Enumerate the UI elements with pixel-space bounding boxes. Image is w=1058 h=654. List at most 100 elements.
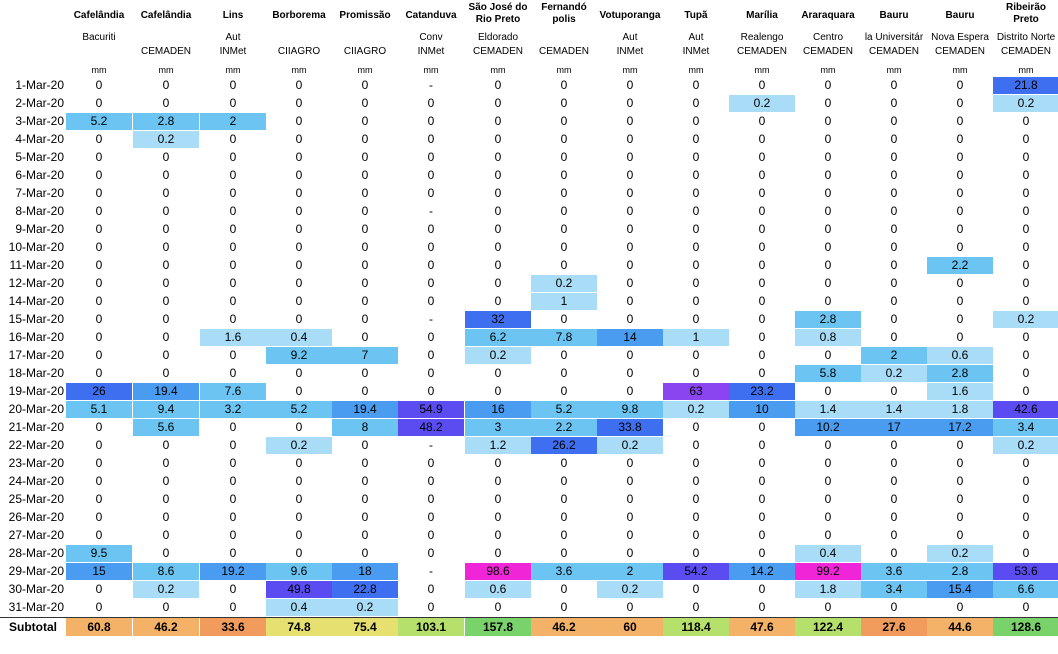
rainfall-cell: 0 — [162, 150, 170, 164]
table-row: 9-Mar-20 0 0 0 0 0 0 0 0 0 0 0 0 0 0 0 — [0, 221, 1058, 239]
rainfall-cell: 9.8 — [597, 401, 663, 418]
rainfall-cell: 0.2 — [597, 437, 663, 454]
rainfall-cell: 0 — [229, 528, 237, 542]
rainfall-cell: 0 — [1022, 204, 1030, 218]
rainfall-cell: 33.8 — [597, 419, 663, 436]
rainfall-cell: 0 — [956, 438, 964, 452]
column-unit-label: mm — [291, 65, 307, 75]
rainfall-cell: 10 — [729, 401, 795, 418]
rainfall-cell: 8.6 — [133, 563, 199, 580]
rainfall-cell: 0 — [229, 348, 237, 362]
column-station-name: Votuporanga — [599, 10, 661, 21]
table-row: 1-Mar-20 0 0 0 0 0 - 0 0 0 0 0 0 0 0 21.8 — [0, 77, 1058, 95]
rainfall-cell: 0 — [95, 492, 103, 506]
column-sub-label: Aut — [688, 32, 704, 43]
column-source-label: CEMADEN — [538, 46, 589, 57]
rainfall-cell: 0 — [295, 276, 303, 290]
column-station-name: Araraquara — [801, 10, 855, 21]
column-unit-label: mm — [1018, 65, 1034, 75]
rainfall-cell: 0 — [494, 168, 502, 182]
column-station-name: Borborema — [272, 10, 326, 21]
rainfall-cell: 9.4 — [133, 401, 199, 418]
rainfall-cell: 0 — [626, 150, 634, 164]
rainfall-cell: 0 — [95, 96, 103, 110]
rainfall-cell: 0 — [824, 456, 832, 470]
rainfall-cell: 0 — [427, 348, 435, 362]
column-sub-label: Distrito Norte — [996, 32, 1056, 43]
rainfall-cell: 0 — [427, 186, 435, 200]
rainfall-cell: 0 — [229, 240, 237, 254]
date-cell: 3-Mar-20 — [15, 114, 64, 128]
rainfall-cell: 0 — [229, 438, 237, 452]
rainfall-cell: 0 — [361, 492, 369, 506]
rainfall-cell: 0 — [824, 492, 832, 506]
rainfall-cell: 0 — [1022, 276, 1030, 290]
rainfall-cell: 0 — [560, 204, 568, 218]
rainfall-cell: 3.6 — [531, 563, 597, 580]
rainfall-cell: 0 — [229, 510, 237, 524]
rainfall-cell: 0 — [560, 240, 568, 254]
rainfall-cell: 1.4 — [795, 401, 861, 418]
rainfall-cell: 23.2 — [729, 383, 795, 400]
rainfall-cell: 0 — [692, 348, 700, 362]
column-station-name: Cafelândia — [140, 10, 192, 21]
date-cell: 20-Mar-20 — [8, 402, 64, 416]
rainfall-cell: 0 — [494, 132, 502, 146]
rainfall-cell: 0 — [361, 546, 369, 560]
rainfall-cell: 1.6 — [927, 383, 993, 400]
rainfall-cell: 2 — [200, 113, 266, 130]
column-sub-label: Eldorado — [477, 32, 519, 43]
column-station-name: Catanduva — [405, 10, 457, 21]
rainfall-cell: 5.8 — [795, 365, 861, 382]
rainfall-cell: 0 — [494, 114, 502, 128]
rainfall-cell: 0 — [824, 294, 832, 308]
rainfall-cell: 0 — [295, 510, 303, 524]
rainfall-cell: 0 — [626, 528, 634, 542]
column-station-name: Lins — [222, 10, 244, 21]
subtotal-cell: 44.6 — [927, 618, 993, 636]
rainfall-cell: - — [429, 78, 433, 92]
rainfall-cell: 0 — [1022, 384, 1030, 398]
rainfall-cell: 0.2 — [266, 437, 332, 454]
rainfall-cell: 0 — [692, 438, 700, 452]
rainfall-cell: 2.8 — [133, 113, 199, 130]
column-sub-label: Nova Espera — [931, 32, 989, 43]
rainfall-cell: 0 — [427, 474, 435, 488]
rainfall-cell: 0 — [758, 258, 766, 272]
rainfall-cell: 0 — [295, 456, 303, 470]
rainfall-cell: 0 — [956, 474, 964, 488]
rainfall-cell: 21.8 — [993, 77, 1058, 94]
rainfall-cell: 0 — [626, 600, 634, 614]
rainfall-cell: 19.4 — [133, 383, 199, 400]
rainfall-cell: 0 — [560, 384, 568, 398]
rainfall-cell: 0 — [956, 600, 964, 614]
rainfall-cell: 0 — [824, 114, 832, 128]
rainfall-cell: 0 — [494, 78, 502, 92]
rainfall-cell: 0 — [361, 312, 369, 326]
rainfall-cell: 0.6 — [465, 581, 531, 598]
rainfall-cell: 0 — [229, 474, 237, 488]
rainfall-cell: 0 — [494, 96, 502, 110]
rainfall-cell: 0 — [956, 240, 964, 254]
rainfall-cell: 0 — [1022, 546, 1030, 560]
rainfall-cell: 0.2 — [729, 95, 795, 112]
rainfall-cell: 0 — [427, 114, 435, 128]
rainfall-cell: 0 — [295, 312, 303, 326]
rainfall-cell: 0 — [229, 258, 237, 272]
rainfall-cell: 0 — [824, 78, 832, 92]
rainfall-cell: 0 — [162, 258, 170, 272]
rainfall-cell: 0 — [162, 78, 170, 92]
table-row: 21-Mar-20 0 5.6 0 0 8 48.2 3 2.2 33.8 0 0 10.2 17 17.2… — [0, 419, 1058, 437]
rainfall-cell: 0 — [890, 600, 898, 614]
rainfall-cell: 0 — [95, 258, 103, 272]
rainfall-cell: 0 — [824, 168, 832, 182]
rainfall-cell: 0 — [295, 492, 303, 506]
rainfall-cell: 0 — [494, 456, 502, 470]
rainfall-cell: 0 — [956, 96, 964, 110]
rainfall-cell: 0 — [494, 474, 502, 488]
rainfall-cell: 0 — [692, 420, 700, 434]
rainfall-cell: 0 — [1022, 456, 1030, 470]
subtotal-cell: 47.6 — [729, 618, 795, 636]
rainfall-cell: 0.2 — [993, 95, 1058, 112]
rainfall-cell: 0 — [295, 132, 303, 146]
